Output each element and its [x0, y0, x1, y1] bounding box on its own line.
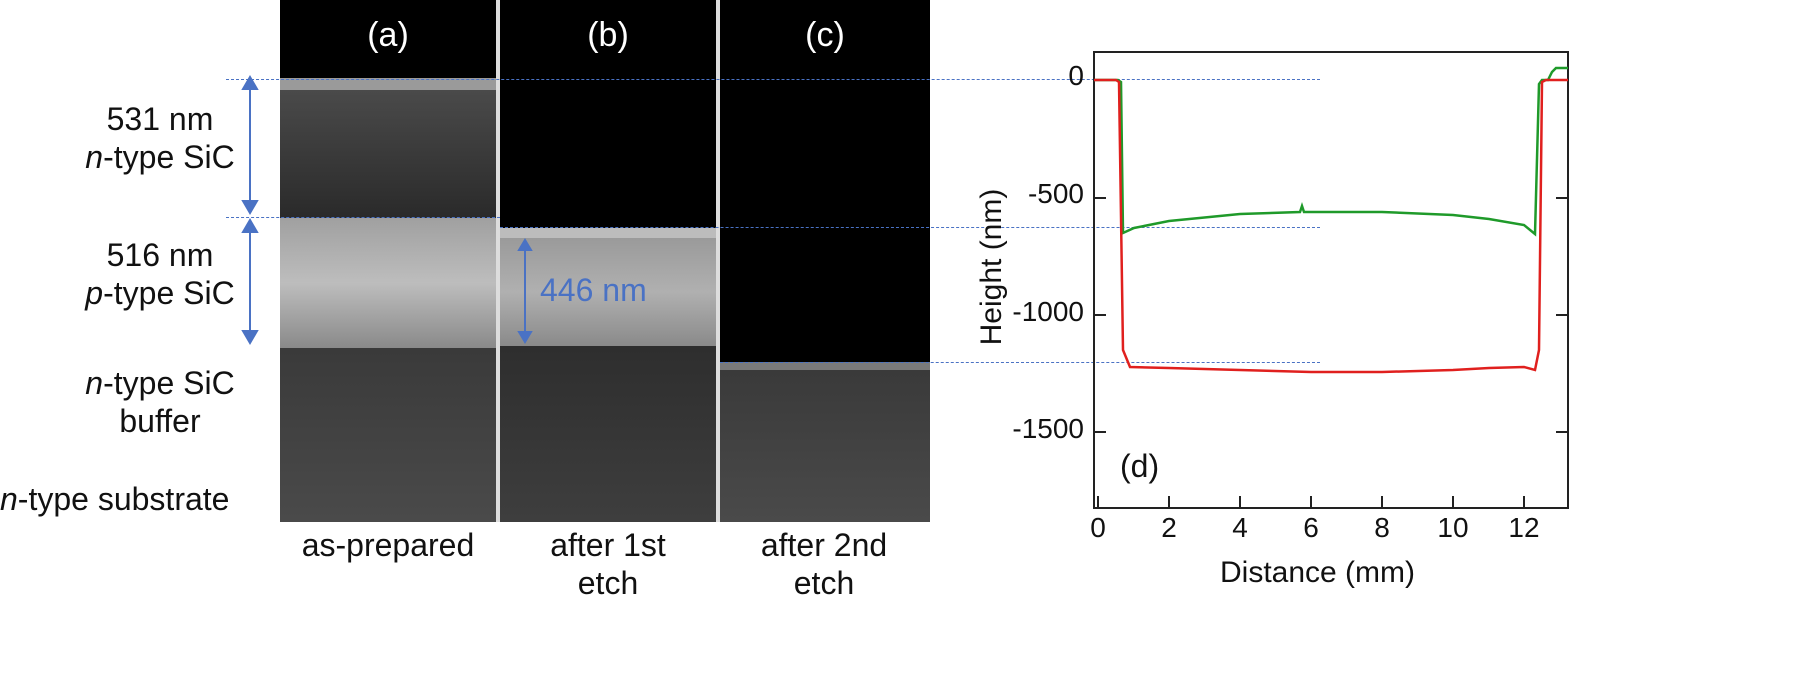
xtick-2: 2 [1161, 512, 1177, 543]
layer1-label: 531 nm n-type SiC [60, 100, 260, 176]
etch-depth-arrow [517, 238, 533, 344]
layer2-type: p-type SiC [85, 275, 235, 311]
xtick-12: 12 [1508, 512, 1540, 543]
layer1-thickness: 531 nm [106, 101, 214, 137]
xtick-0: 0 [1090, 512, 1106, 543]
caption-a: as-prepared [301, 527, 475, 563]
layer3-label: n-type SiC buffer [60, 364, 260, 440]
sem-panel-b: (b) 446 nm [500, 0, 716, 522]
xtick-4: 4 [1232, 512, 1248, 543]
xtick-10: 10 [1437, 512, 1469, 543]
ytick-1000: -1000 [1012, 296, 1084, 327]
xtick-8: 8 [1374, 512, 1390, 543]
ytick-500: -500 [1027, 178, 1084, 209]
caption-b: after 1st etch [550, 527, 666, 601]
panel-a-letter: (a) [367, 16, 409, 54]
profile-chart: (d) [1090, 50, 1820, 610]
layer3-name: buffer [119, 403, 201, 439]
xtick-6: 6 [1303, 512, 1319, 543]
guide-line-layer-boundary [226, 217, 500, 218]
layer2-label: 516 nm p-type SiC [60, 236, 260, 312]
x-axis-title: Distance (mm) [1220, 556, 1416, 589]
y-axis-title: Height (nm) [975, 188, 1008, 346]
ytick-1500: -1500 [1012, 413, 1084, 444]
layer2-thickness: 516 nm [106, 237, 214, 273]
guide-line-top [226, 79, 1320, 80]
trace-first-etch [1094, 66, 1568, 237]
guide-line-first-etch [500, 227, 1320, 228]
layer4-label: n-type substrate [0, 481, 230, 517]
sem-panel-c: (c) [720, 0, 930, 522]
layer1-type: n-type SiC [85, 139, 235, 175]
chart-plot [1093, 51, 1569, 509]
etch-depth-label: 446 nm [540, 272, 647, 308]
guide-line-second-etch [720, 362, 1320, 363]
panel-c-letter: (c) [805, 16, 845, 54]
layer3-type: n-type SiC [85, 365, 235, 401]
panel-b-letter: (b) [587, 16, 629, 54]
caption-c: after 2nd etch [760, 527, 888, 601]
chart-panel-label: (d) [1120, 448, 1160, 484]
ytick-0: 0 [1068, 60, 1084, 91]
trace-second-etch [1094, 78, 1568, 374]
thickness-arrows [241, 75, 259, 345]
sem-panel-a: (a) [280, 0, 496, 522]
